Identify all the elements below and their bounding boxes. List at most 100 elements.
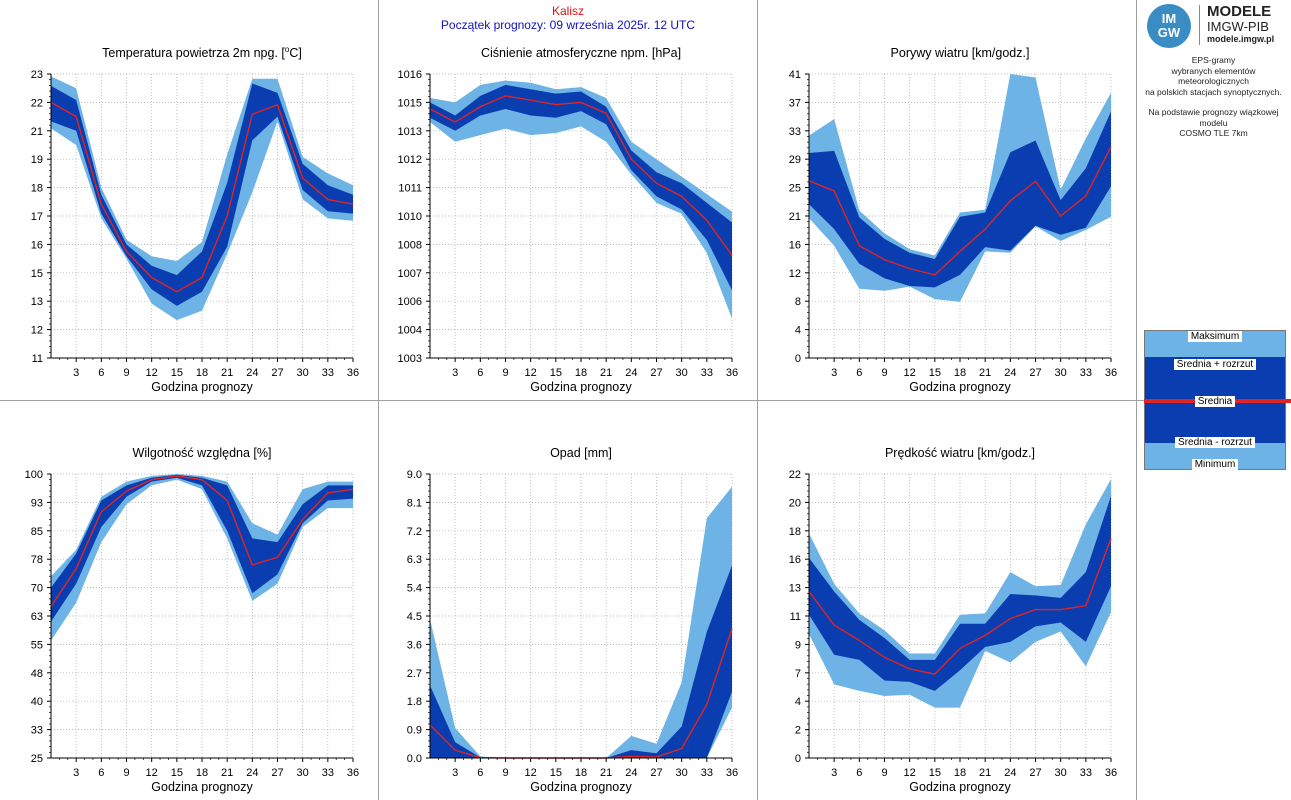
y-tick-label: 23 [31, 69, 43, 81]
y-tick-label: 70 [31, 583, 43, 595]
logo-divider [1199, 5, 1200, 45]
chart-title: Temperatura powietrza 2m npg. [oC] [102, 45, 302, 60]
y-tick-label: 7 [795, 668, 801, 680]
y-tick-label: 21 [31, 126, 43, 138]
y-tick-label: 8.1 [407, 497, 422, 509]
x-tick-label: 24 [625, 767, 637, 779]
x-tick-label: 3 [452, 767, 458, 779]
x-tick-label: 27 [650, 767, 662, 779]
legend: Maksimum Średnia + rozrzut Średnia Średn… [1144, 330, 1291, 470]
y-tick-label: 2.7 [407, 668, 422, 680]
x-tick-label: 30 [1055, 767, 1067, 779]
x-tick-label: 15 [929, 767, 941, 779]
y-tick-label: 29 [789, 154, 801, 166]
chart-title: Wilgotność względna [%] [133, 446, 272, 460]
x-tick-label: 21 [221, 367, 233, 379]
y-tick-label: 1004 [398, 325, 422, 337]
x-tick-label: 6 [856, 367, 862, 379]
mean-line [50, 101, 354, 293]
x-tick-label: 18 [954, 367, 966, 379]
x-tick-label: 6 [98, 767, 104, 779]
y-tick-label: 4 [795, 325, 801, 337]
x-tick-label: 24 [625, 367, 637, 379]
chart-title: Ciśnienie atmosferyczne npm. [hPa] [481, 46, 681, 60]
y-tick-label: 16 [789, 239, 801, 251]
chart-description: EPS-gramy wybranych elementów meteorolog… [1136, 55, 1291, 139]
x-tick-label: 27 [650, 367, 662, 379]
desc-line-5: COSMO TLE 7km [1179, 128, 1248, 138]
x-tick-label: 36 [726, 367, 738, 379]
x-tick-label: 33 [1080, 767, 1092, 779]
band-spread [430, 565, 732, 758]
y-tick-label: 18 [789, 526, 801, 538]
x-tick-label: 12 [904, 367, 916, 379]
x-tick-label: 9 [123, 367, 129, 379]
x-tick-label: 33 [701, 767, 713, 779]
x-axis-label: Godzina prognozy [909, 380, 1011, 394]
y-tick-label: 7.2 [407, 526, 422, 538]
legend-label-mean: Średnia [1145, 396, 1285, 407]
x-tick-label: 9 [881, 367, 887, 379]
x-tick-label: 30 [1055, 367, 1067, 379]
x-tick-label: 3 [452, 367, 458, 379]
x-tick-label: 27 [1029, 767, 1041, 779]
y-tick-label: 1013 [398, 126, 422, 138]
mean-line [808, 146, 1112, 276]
x-tick-label: 24 [1004, 767, 1016, 779]
y-tick-label: 12 [31, 325, 43, 337]
y-tick-label: 11 [790, 611, 801, 623]
y-tick-label: 0 [795, 753, 801, 765]
x-tick-label: 33 [701, 367, 713, 379]
y-tick-label: 78 [31, 554, 43, 566]
y-tick-label: 4.5 [407, 611, 422, 623]
x-tick-label: 36 [1105, 767, 1117, 779]
x-tick-label: 24 [246, 767, 258, 779]
x-tick-label: 9 [502, 767, 508, 779]
y-tick-label: 1016 [398, 69, 422, 81]
x-tick-label: 12 [904, 767, 916, 779]
x-axis-label: Godzina prognozy [530, 380, 632, 394]
y-tick-label: 25 [31, 753, 43, 765]
y-tick-label: 22 [31, 97, 43, 109]
y-tick-label: 2 [795, 725, 801, 737]
y-tick-label: 11 [32, 353, 43, 365]
x-tick-label: 27 [1029, 367, 1041, 379]
desc-line-1: EPS-gramy [1191, 55, 1236, 65]
chart-title: Prędkość wiatru [km/godz.] [885, 446, 1035, 460]
y-tick-label: 40 [31, 696, 43, 708]
y-tick-label: 63 [31, 611, 43, 623]
x-tick-label: 27 [271, 767, 283, 779]
chart-title: Opad [mm] [550, 446, 612, 460]
logo-title: MODELE [1207, 3, 1272, 20]
y-tick-label: 21 [789, 211, 801, 223]
y-tick-label: 3.6 [407, 639, 422, 651]
y-tick-label: 0.0 [407, 753, 422, 765]
y-tick-label: 18 [31, 183, 43, 195]
band-spread [809, 111, 1111, 288]
imgw-logo: IM GW MODELE IMGW-PIB modele.imgw.pl [1147, 3, 1287, 48]
y-tick-label: 13 [31, 296, 43, 308]
band-spread [51, 474, 353, 622]
y-tick-label: 1007 [398, 268, 422, 280]
y-tick-label: 37 [789, 97, 801, 109]
chart-panel-2: 1003 1004 1006 1007 1008 1010 1011 1012 1013 1015… [398, 46, 739, 394]
y-tick-label: 1.8 [407, 696, 422, 708]
logo-mark-bottom: GW [1157, 25, 1181, 40]
x-tick-label: 15 [929, 367, 941, 379]
y-tick-label: 100 [25, 469, 43, 481]
y-tick-label: 0 [795, 353, 801, 365]
legend-label-max: Maksimum [1145, 331, 1285, 342]
x-tick-label: 18 [196, 767, 208, 779]
y-tick-label: 85 [31, 526, 43, 538]
x-axis-label: Godzina prognozy [530, 780, 632, 794]
chart-title: Porywy wiatru [km/godz.] [891, 46, 1030, 60]
x-tick-label: 24 [1004, 367, 1016, 379]
y-tick-label: 16 [789, 554, 801, 566]
legend-label-mean-minus: Średnia - rozrzut [1145, 437, 1285, 448]
y-tick-label: 1003 [398, 353, 422, 365]
band-spread [430, 84, 732, 291]
